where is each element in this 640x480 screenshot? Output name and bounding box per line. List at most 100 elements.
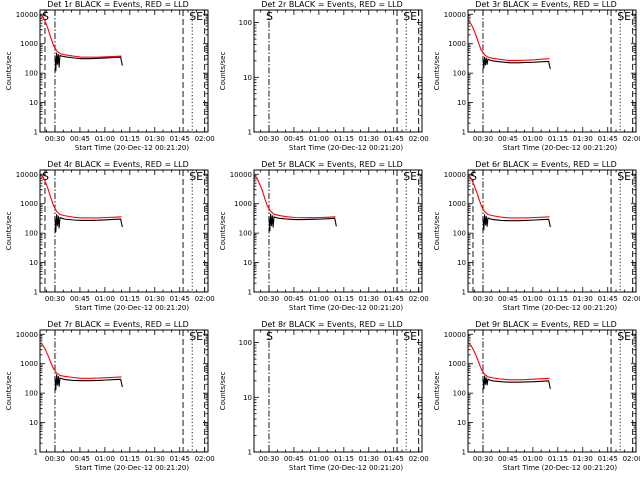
x-tick-label: 01:00 (523, 455, 543, 463)
x-tick-label: 00:45 (284, 295, 304, 303)
x-tick-label: 00:30 (473, 295, 493, 303)
x-tick-label: 01:30 (145, 135, 165, 143)
detector-panel: Det 4r BLACK = Events, RED = LLD 1 10 100 10… (0, 160, 215, 320)
y-tick-label: 100 (25, 70, 38, 78)
y-tick-label: 100 (453, 70, 466, 78)
x-tick-label: 01:45 (170, 295, 190, 303)
chart-title: Det 6r BLACK = Events, RED = LLD (475, 160, 617, 169)
x-tick-label: 00:30 (45, 455, 65, 463)
x-tick-label: 00:30 (473, 135, 493, 143)
chart-svg: Det 6r BLACK = Events, RED = LLD 1 10 100 10… (433, 160, 640, 312)
x-tick-label: 02:00 (195, 295, 215, 303)
event-marker-label: SE (403, 170, 417, 183)
y-tick-label: 1 (462, 449, 466, 457)
y-tick-label: 100 (239, 230, 252, 238)
y-tick-label: 10 (243, 259, 252, 267)
x-tick-label: 00:30 (259, 295, 279, 303)
y-axis-label: Counts/sec (5, 372, 13, 411)
x-tick-label: 02:00 (623, 135, 640, 143)
y-tick-label: 1000 (20, 360, 38, 368)
y-axis-label: Counts/sec (5, 212, 13, 251)
y-axis-label: Counts/sec (433, 372, 441, 411)
y-tick-label: 10000 (444, 331, 466, 339)
x-tick-label: 00:45 (70, 455, 90, 463)
plot-frame (253, 169, 423, 293)
y-tick-label: 100 (25, 230, 38, 238)
x-tick-label: 02:00 (623, 455, 640, 463)
x-tick-label: 01:45 (598, 135, 618, 143)
x-axis-label: Start Time (20-Dec-12 00:21:20) (503, 464, 617, 472)
event-marker-label: S (266, 10, 273, 23)
x-tick-label: 01:30 (359, 295, 379, 303)
y-tick-label: 10 (29, 99, 38, 107)
x-tick-label: 01:45 (384, 135, 404, 143)
plot-frame (39, 169, 209, 293)
y-tick-label: 1000 (448, 200, 466, 208)
detector-panel: Det 5r BLACK = Events, RED = LLD 1 10 100 10… (214, 160, 429, 320)
x-tick-label: 00:45 (498, 295, 518, 303)
x-tick-label: 01:15 (334, 135, 354, 143)
chart-title: Det 5r BLACK = Events, RED = LLD (261, 160, 403, 169)
x-tick-label: 01:00 (95, 455, 115, 463)
y-tick-label: 10 (29, 259, 38, 267)
x-tick-label: 01:00 (95, 295, 115, 303)
events-series-line (54, 213, 123, 233)
x-tick-label: 01:45 (598, 455, 618, 463)
detector-panel: Det 8r BLACK = Events, RED = LLD 1 10 100 Co… (214, 320, 429, 480)
y-tick-label: 1000 (448, 40, 466, 48)
x-tick-label: 02:00 (409, 135, 429, 143)
x-tick-label: 01:00 (523, 135, 543, 143)
x-tick-label: 01:00 (309, 455, 329, 463)
x-tick-label: 00:30 (45, 295, 65, 303)
x-tick-label: 00:30 (45, 135, 65, 143)
chart-title: Det 8r BLACK = Events, RED = LLD (261, 320, 403, 329)
y-tick-label: 1 (248, 289, 252, 297)
plot-frame (467, 169, 637, 293)
chart-svg: Det 2r BLACK = Events, RED = LLD 1 10 100 Co… (219, 0, 429, 152)
x-tick-label: 02:00 (623, 295, 640, 303)
lld-series-line (254, 175, 336, 219)
events-series-line (482, 56, 551, 69)
y-tick-label: 1000 (20, 200, 38, 208)
y-axis-label: Counts/sec (219, 372, 227, 411)
lld-series-line (468, 20, 550, 62)
x-tick-label: 01:15 (334, 455, 354, 463)
x-tick-label: 01:15 (120, 455, 140, 463)
chart-svg: Det 8r BLACK = Events, RED = LLD 1 10 100 Co… (219, 320, 429, 472)
event-marker-label: SE (403, 10, 417, 23)
events-series-line (482, 214, 551, 231)
x-tick-label: 01:30 (145, 295, 165, 303)
event-marker-label: SE (189, 330, 203, 343)
y-tick-label: 1 (34, 129, 38, 137)
y-tick-label: 10 (457, 259, 466, 267)
lld-series-line (468, 175, 550, 219)
y-tick-label: 1000 (234, 200, 252, 208)
x-tick-label: 01:30 (573, 295, 593, 303)
chart-title: Det 7r BLACK = Events, RED = LLD (47, 320, 189, 329)
y-tick-label: 1 (34, 449, 38, 457)
x-axis-label: Start Time (20-Dec-12 00:21:20) (503, 304, 617, 312)
x-axis-label: Start Time (20-Dec-12 00:21:20) (503, 144, 617, 152)
events-series-line (268, 213, 337, 232)
events-series-line (54, 374, 123, 391)
x-axis-label: Start Time (20-Dec-12 00:21:20) (75, 304, 189, 312)
y-tick-label: 10000 (16, 171, 38, 179)
event-marker-label: SE (617, 10, 631, 23)
x-tick-label: 01:15 (548, 135, 568, 143)
y-tick-label: 10 (243, 74, 252, 82)
lld-series-line (468, 342, 550, 381)
x-axis-label: Start Time (20-Dec-12 00:21:20) (75, 144, 189, 152)
x-tick-label: 01:15 (334, 295, 354, 303)
x-tick-label: 00:45 (498, 455, 518, 463)
x-axis-label: Start Time (20-Dec-12 00:21:20) (289, 144, 403, 152)
x-axis-label: Start Time (20-Dec-12 00:21:20) (75, 464, 189, 472)
plot-frame (39, 9, 209, 133)
event-marker-label: SE (617, 330, 631, 343)
plot-frame (467, 329, 637, 453)
x-tick-label: 00:45 (498, 135, 518, 143)
x-tick-label: 01:30 (573, 455, 593, 463)
y-tick-label: 100 (453, 390, 466, 398)
x-tick-label: 02:00 (195, 455, 215, 463)
x-tick-label: 01:00 (309, 135, 329, 143)
y-tick-label: 100 (453, 230, 466, 238)
